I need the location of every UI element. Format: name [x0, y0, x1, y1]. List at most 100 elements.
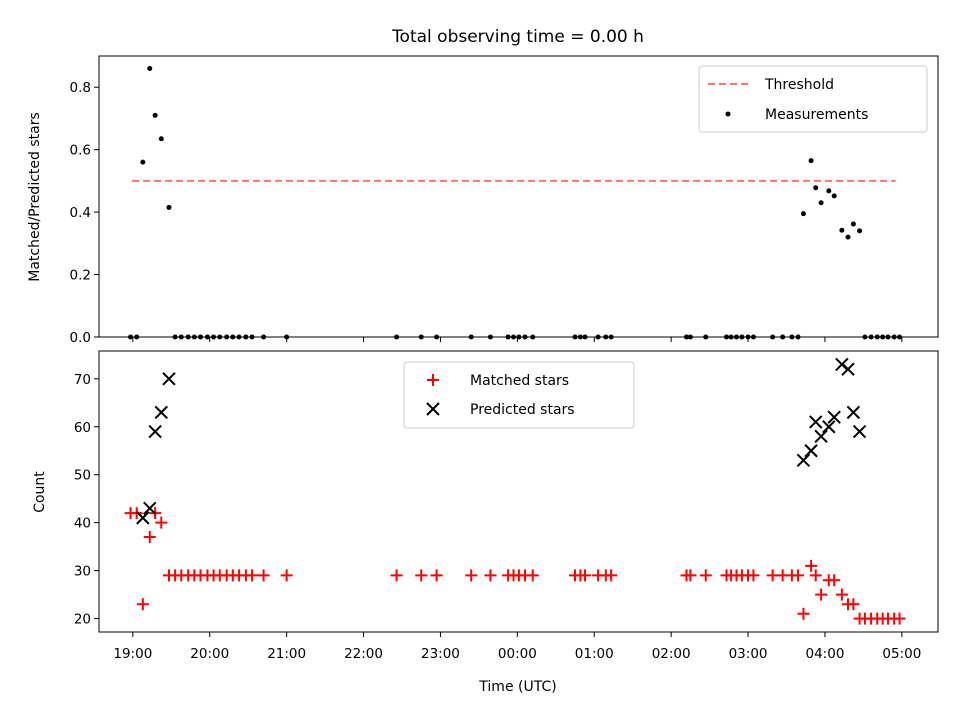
measurement-point	[839, 227, 845, 233]
top-y-tick-label: 0.4	[70, 205, 91, 221]
predicted-star-point	[143, 501, 157, 515]
predicted-star-point	[136, 511, 150, 525]
predicted-star-point	[822, 420, 836, 434]
x-tick-label: 20:00	[190, 646, 229, 662]
top-panel: 0.00.20.40.60.8 Matched/Predicted stars …	[27, 55, 939, 346]
bottom-y-tick-label: 20	[74, 612, 91, 628]
measurement-point	[831, 193, 837, 199]
matched-star-point	[605, 569, 618, 582]
bottom-y-tick-label: 60	[74, 420, 91, 436]
top-y-tick-label: 0.8	[70, 80, 91, 96]
legend-measurements-label: Measurements	[765, 107, 868, 123]
predicted-star-point	[809, 415, 823, 429]
matched-star-point	[835, 588, 848, 601]
legend-predicted-swatch	[426, 402, 440, 416]
matched-star-point	[792, 569, 805, 582]
bottom-y-axis-label: Count	[32, 471, 48, 513]
measurement-point	[813, 185, 819, 191]
x-tick-label: 21:00	[267, 646, 306, 662]
top-y-tick-label: 0.2	[70, 268, 91, 284]
predicted-star-point	[154, 405, 168, 420]
matched-star-point	[747, 569, 760, 582]
matched-star-point	[847, 598, 860, 611]
matched-star-point	[579, 569, 592, 582]
matched-star-point	[430, 569, 443, 582]
x-tick-label: 01:00	[575, 646, 614, 662]
x-tick-label: 23:00	[421, 646, 460, 662]
predicted-star-point	[814, 429, 828, 444]
matched-star-point	[390, 569, 403, 582]
measurement-point	[152, 112, 158, 118]
bottom-panel: 20 30 40 50 60 70 19:00 20:00 21:00 22:00 23:00 00:…	[32, 350, 939, 662]
matched-star-point	[155, 516, 168, 529]
matched-star-point	[526, 569, 539, 582]
measurement-point	[857, 228, 863, 234]
x-tick-label: 19:00	[113, 646, 152, 662]
bottom-y-tick-label: 50	[74, 468, 91, 484]
bottom-y-tick-label: 70	[74, 372, 91, 388]
measurement-point	[826, 188, 832, 194]
bottom-y-tick-label: 40	[74, 516, 91, 532]
matched-star-point	[280, 569, 293, 582]
predicted-star-point	[804, 444, 818, 458]
matched-star-point	[415, 569, 428, 582]
measurement-point	[818, 200, 824, 206]
matched-star-point	[465, 569, 478, 582]
x-tick-label: 22:00	[344, 646, 383, 662]
matched-star-point	[699, 569, 712, 582]
measurement-point	[140, 159, 146, 165]
bottom-panel-ticks: 20 30 40 50 60 70 19:00 20:00 21:00 22:00 23:00 00:…	[74, 372, 921, 662]
top-y-tick-label: 0.0	[70, 330, 91, 346]
measurement-point	[166, 204, 172, 210]
predicted-star-point	[162, 372, 176, 386]
legend-threshold-label: Threshold	[764, 77, 834, 93]
predicted-star-point	[841, 362, 855, 376]
legend-matched-swatch	[427, 374, 439, 386]
top-y-axis-label: Matched/Predicted stars	[27, 112, 43, 282]
predicted-star-point	[827, 410, 841, 424]
measurement-point	[808, 158, 814, 164]
chart-title: Total observing time = 0.00 h	[391, 27, 644, 47]
matched-star-point	[828, 574, 841, 587]
measurement-point	[845, 234, 851, 240]
x-tick-label: 00:00	[498, 646, 537, 662]
x-axis-label: Time (UTC)	[478, 679, 556, 695]
legend-measurements-swatch	[725, 111, 731, 117]
bottom-legend-box	[403, 361, 635, 429]
matched-star-point	[797, 607, 810, 620]
predicted-star-point	[846, 405, 861, 420]
measurement-point	[158, 136, 164, 142]
bottom-legend: Matched stars Predicted stars	[403, 361, 635, 429]
measurement-point	[850, 221, 856, 227]
top-y-tick-label: 0.6	[70, 143, 91, 159]
x-tick-label: 02:00	[652, 646, 691, 662]
matched-star-point	[809, 569, 822, 582]
matched-star-point	[246, 569, 259, 582]
matched-star-point	[257, 569, 270, 582]
top-legend: Threshold Measurements	[698, 65, 928, 133]
matched-star-point	[143, 531, 156, 544]
matched-star-point	[484, 569, 497, 582]
predicted-star-point	[852, 424, 867, 439]
matched-star-point	[136, 598, 149, 611]
top-panel-ticks: 0.0 0.2 0.4 0.6 0.8	[70, 80, 903, 346]
x-tick-label: 03:00	[729, 646, 768, 662]
predicted-star-point	[796, 453, 811, 468]
x-tick-label: 04:00	[806, 646, 845, 662]
bottom-y-tick-label: 30	[74, 564, 91, 580]
matched-star-point	[893, 612, 906, 625]
matched-star-point	[684, 569, 697, 582]
bottom-panel-frame	[98, 350, 939, 633]
bottom-panel-marks	[124, 357, 906, 625]
matched-star-point	[815, 588, 828, 601]
matched-star-point	[805, 559, 818, 572]
predicted-star-point	[148, 424, 162, 439]
legend-predicted-label: Predicted stars	[470, 402, 575, 418]
measurement-point	[800, 211, 806, 217]
top-legend-box	[698, 65, 928, 133]
top-panel-frame	[98, 55, 939, 338]
x-tick-label: 05:00	[882, 646, 921, 662]
measurement-point	[147, 65, 153, 71]
legend-matched-label: Matched stars	[470, 373, 569, 389]
